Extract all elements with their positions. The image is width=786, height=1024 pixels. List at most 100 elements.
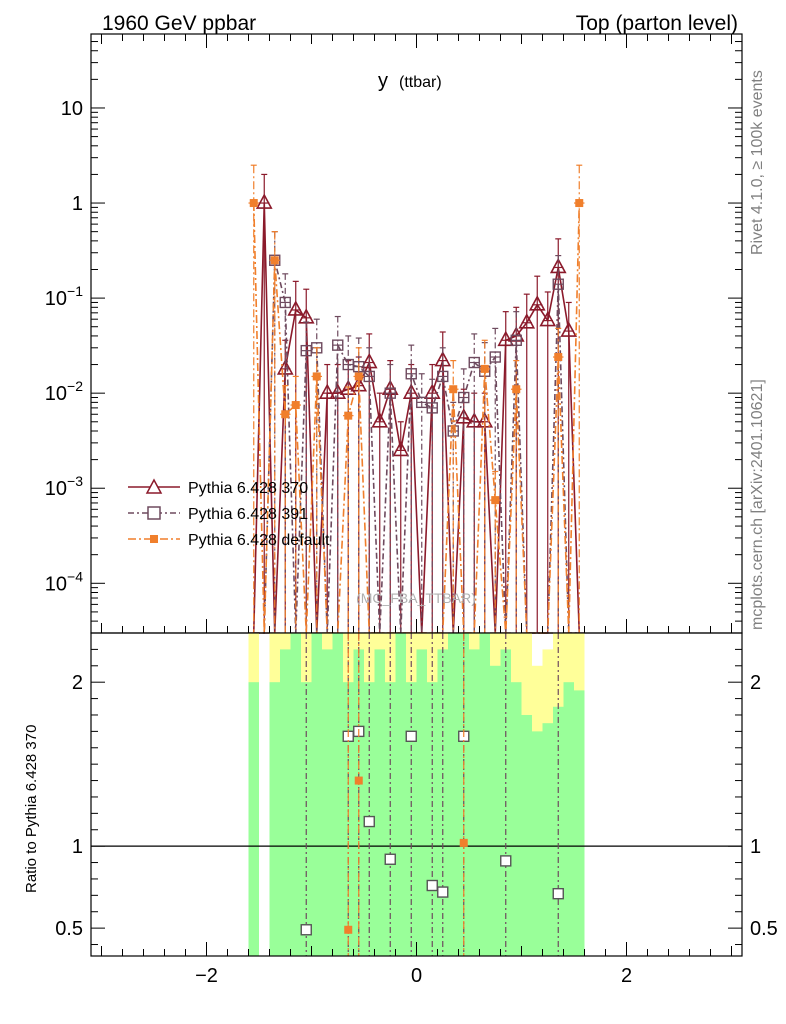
data-point xyxy=(426,402,438,414)
header-left: 1960 GeV ppbar xyxy=(102,12,256,35)
data-point xyxy=(281,410,290,419)
ratio-tick-label-right: 1 xyxy=(750,836,761,858)
ratio-tick-label-right: 0.5 xyxy=(750,918,778,940)
series-line-0 xyxy=(252,203,581,634)
band-green xyxy=(448,633,459,956)
band-green xyxy=(416,649,427,956)
band-green xyxy=(479,633,490,956)
legend-marker-triangle xyxy=(145,478,163,494)
band-green xyxy=(332,633,343,956)
legend-entry-370: Pythia 6.428 370 xyxy=(128,478,308,497)
data-point xyxy=(363,370,375,383)
data-point xyxy=(510,334,522,346)
ratio-point xyxy=(300,924,312,936)
data-point xyxy=(287,300,305,316)
main-plot: 10−4 10−3 10−2 10−1 1 10 y (ttbar) (MC_FBA_TT… xyxy=(45,33,743,634)
series-line-2 xyxy=(252,203,581,634)
plot-title: y xyxy=(378,70,388,92)
data-point xyxy=(491,496,500,505)
ratio-point xyxy=(363,815,375,828)
ratio-point xyxy=(384,853,396,865)
data-point xyxy=(384,387,396,399)
band-green xyxy=(532,731,543,956)
ratio-tick-label: 0.5 xyxy=(55,918,83,940)
data-point xyxy=(455,408,473,424)
y-tick-label: 1 xyxy=(72,193,83,215)
ratio-tick-label-right: 2 xyxy=(750,672,761,694)
data-point xyxy=(332,339,344,351)
ratio-y-axis: 0.5 0.5 1 1 2 2 xyxy=(55,648,778,946)
main-y-axis: 10−4 10−3 10−2 10−1 1 10 xyxy=(45,33,742,634)
ratio-point xyxy=(354,776,363,785)
y-tick-label: 10−1 xyxy=(45,283,83,310)
band-green xyxy=(248,682,259,956)
x-tick-label: −2 xyxy=(195,965,218,987)
data-point xyxy=(291,401,300,410)
series-1 xyxy=(248,231,585,634)
ratio-point xyxy=(426,879,438,892)
band-green xyxy=(521,714,532,956)
ratio-plot: 0.5 0.5 1 1 2 2 −2 0 2 Ratio to Pythia 6.428 37… xyxy=(23,34,778,987)
data-point xyxy=(270,256,279,265)
legend-label-default: Pythia 6.428 default xyxy=(188,532,330,549)
x-tick-label: 0 xyxy=(411,965,422,987)
legend-marker-filled-square xyxy=(150,535,158,543)
data-point xyxy=(354,372,363,381)
legend: Pythia 6.428 370 Pythia 6.428 391 Pythia… xyxy=(128,478,330,549)
y-tick-label: 10−2 xyxy=(45,378,83,405)
ratio-point xyxy=(552,887,564,900)
band-green xyxy=(374,649,385,956)
data-point xyxy=(329,383,347,399)
band-green xyxy=(490,665,501,956)
data-point xyxy=(465,412,483,428)
data-point xyxy=(392,440,410,457)
data-point xyxy=(402,383,420,399)
legend-marker-square xyxy=(147,506,161,520)
data-point xyxy=(512,385,521,394)
data-point xyxy=(437,370,449,383)
header-right: Top (parton level) xyxy=(576,12,738,35)
band-green xyxy=(290,633,301,956)
data-point xyxy=(554,353,563,362)
band-green xyxy=(469,649,480,956)
ratio-y-label: Ratio to Pythia 6.428 370 xyxy=(23,725,40,893)
legend-entry-391: Pythia 6.428 391 xyxy=(128,506,308,523)
data-point xyxy=(371,412,389,428)
y-tick-label: 10−4 xyxy=(45,568,83,595)
data-point xyxy=(560,321,578,337)
series-2 xyxy=(248,164,585,634)
ratio-point xyxy=(405,730,417,742)
band-green xyxy=(269,682,280,956)
side-label-top: Rivet 4.1.0, ≥ 100k events xyxy=(749,70,766,255)
band-green xyxy=(311,633,322,956)
data-point xyxy=(255,193,273,209)
data-point xyxy=(489,351,501,363)
side-label-bottom: mcplots.cern.ch [arXiv:2401.10621] xyxy=(749,379,766,630)
band-green xyxy=(395,633,406,956)
data-point xyxy=(279,296,291,309)
data-point xyxy=(518,313,536,329)
data-point xyxy=(468,356,480,369)
data-point xyxy=(405,368,417,380)
data-point xyxy=(480,364,489,373)
band-green xyxy=(542,723,553,956)
ratio-tick-label: 1 xyxy=(72,836,83,858)
ratio-point xyxy=(437,886,449,898)
data-point xyxy=(458,391,470,404)
legend-label-370: Pythia 6.428 370 xyxy=(188,480,308,497)
plot-title-sub: (ttbar) xyxy=(399,74,442,91)
x-tick-label: 2 xyxy=(621,965,632,987)
data-point xyxy=(449,385,458,394)
data-point xyxy=(312,372,321,381)
ratio-tick-label: 2 xyxy=(72,672,83,694)
ratio-point xyxy=(459,838,468,847)
legend-label-391: Pythia 6.428 391 xyxy=(188,506,308,523)
x-axis: −2 0 2 xyxy=(101,34,732,987)
data-point xyxy=(249,199,258,208)
y-tick-label: 10 xyxy=(61,98,83,120)
data-point xyxy=(344,411,353,420)
data-point xyxy=(539,310,557,327)
watermark: (MC_FBA_TTBAR) xyxy=(356,590,476,606)
y-tick-label: 10−3 xyxy=(45,473,83,500)
